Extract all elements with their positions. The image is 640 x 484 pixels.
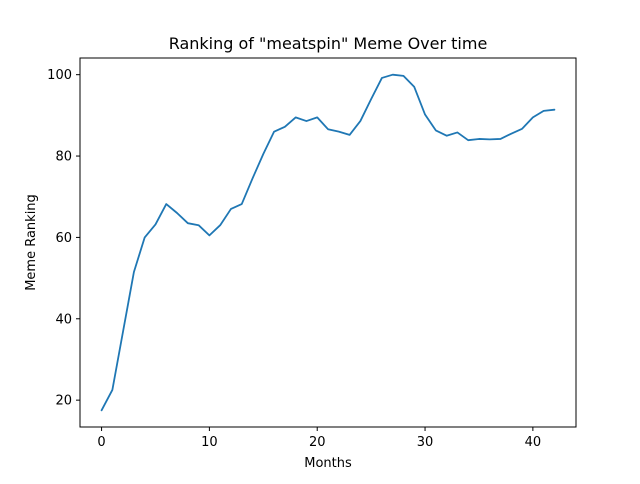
x-tick-label: 0: [97, 435, 105, 450]
y-tick-label: 40: [55, 312, 72, 327]
x-tick-label: 30: [417, 435, 434, 450]
plot-area: [79, 57, 577, 428]
axes-frame: [79, 57, 577, 428]
chart-title: Ranking of "meatspin" Meme Over time: [169, 34, 488, 53]
y-axis: 20 40 60 80 100: [47, 68, 80, 409]
y-tick-label: 60: [55, 231, 72, 246]
x-axis: 0 10 20 30 40: [97, 427, 541, 450]
y-axis-label: Meme Ranking: [24, 194, 39, 291]
y-tick-label: 20: [55, 394, 72, 409]
y-tick-label: 80: [55, 150, 72, 165]
x-tick-label: 10: [201, 435, 218, 450]
series-line: [100, 73, 556, 412]
x-tick-label: 20: [309, 435, 326, 450]
x-axis-label: Months: [304, 456, 352, 471]
y-tick-label: 100: [47, 68, 72, 83]
x-tick-label: 40: [525, 435, 542, 450]
